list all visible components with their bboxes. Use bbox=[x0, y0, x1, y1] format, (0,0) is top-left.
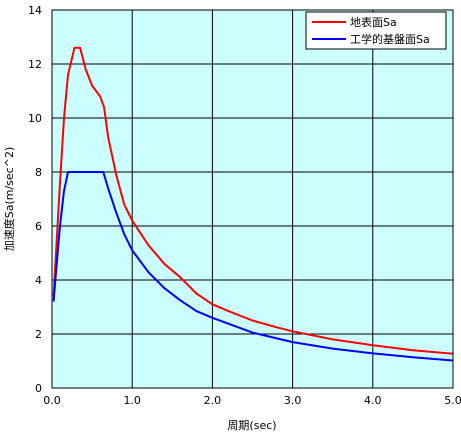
y-tick-labels: 0 2 4 6 8 10 12 14 bbox=[28, 4, 42, 395]
x-tick-label-2: 2.0 bbox=[204, 394, 222, 407]
y-tick-label-1: 2 bbox=[35, 328, 42, 341]
y-tick-label-0: 0 bbox=[35, 382, 42, 395]
series-line-0 bbox=[52, 46, 454, 355]
series-layer bbox=[52, 46, 454, 362]
x-tick-label-1: 1.0 bbox=[123, 394, 141, 407]
plot-area bbox=[51, 9, 454, 389]
x-axis-label: 周期(sec) bbox=[227, 419, 276, 432]
legend: 地表面Sa 工学的基盤面Sa bbox=[305, 11, 447, 50]
x-tick-label-0: 0.0 bbox=[43, 394, 61, 407]
x-tick-label-3: 3.0 bbox=[284, 394, 302, 407]
y-tick-label-6: 12 bbox=[28, 58, 42, 71]
y-tick-label-2: 4 bbox=[35, 274, 42, 287]
y-axis-label: 加速度Sa(m/sec^2) bbox=[2, 147, 16, 252]
legend-label-ground: 地表面Sa bbox=[350, 15, 397, 29]
y-tick-label-4: 8 bbox=[35, 166, 42, 179]
y-tick-label-3: 6 bbox=[35, 220, 42, 233]
x-tick-label-4: 4.0 bbox=[364, 394, 382, 407]
y-tick-label-5: 10 bbox=[28, 112, 42, 125]
legend-label-base: 工学的基盤面Sa bbox=[350, 32, 430, 46]
x-tick-labels: 0.0 1.0 2.0 3.0 4.0 5.0 bbox=[43, 394, 461, 407]
series-line-1 bbox=[52, 171, 454, 362]
x-tick-label-5: 5.0 bbox=[444, 394, 461, 407]
plot-border bbox=[51, 9, 454, 389]
y-tick-label-7: 14 bbox=[28, 4, 42, 17]
legend-box bbox=[305, 11, 447, 50]
